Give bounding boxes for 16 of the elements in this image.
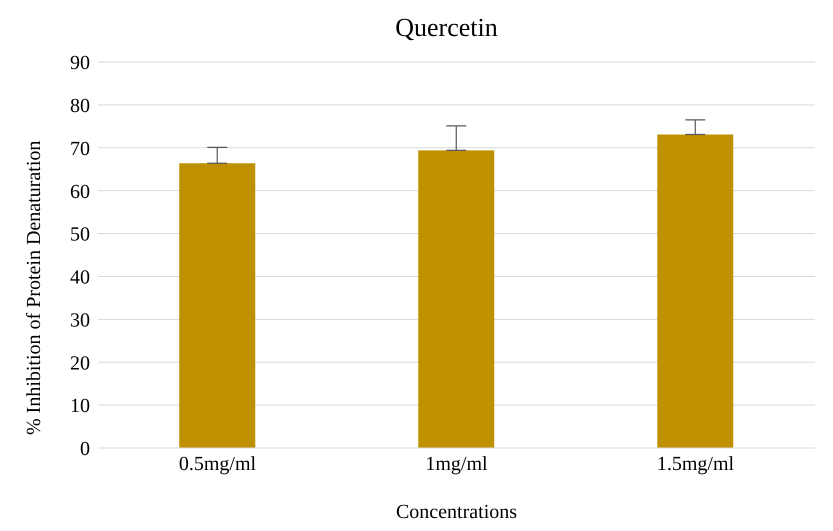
y-tick-label: 60 [70,180,90,203]
x-axis-title: Concentrations [396,501,518,523]
y-tick-label: 20 [70,352,90,374]
x-tick-label: 1.5mg/ml [656,453,735,476]
x-tick-label: 1mg/ml [425,453,488,476]
x-tick-label: 0.5mg/ml [178,453,257,476]
y-tick-label: 50 [70,224,90,246]
y-tick-label: 30 [70,309,90,332]
y-tick-label: 90 [70,52,90,74]
y-axis-title: % Inhibition of Protein Denaturation [23,140,46,435]
y-tick-label: 80 [70,94,90,117]
y-tick-label: 10 [70,395,90,418]
chart-title: Quercetin [394,12,499,44]
y-tick-label: 0 [80,438,90,460]
y-tick-label: 40 [70,266,90,289]
y-tick-label: 70 [70,138,90,160]
